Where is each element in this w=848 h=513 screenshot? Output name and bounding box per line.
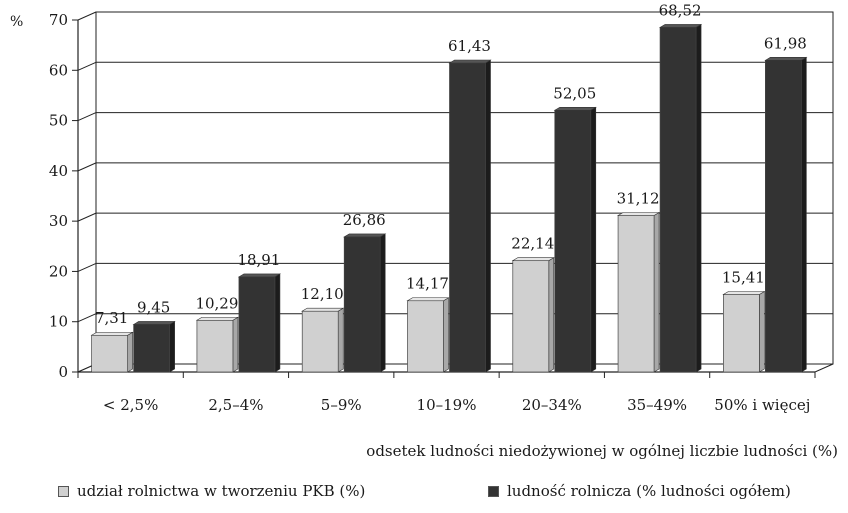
bar-side-pkb bbox=[337, 307, 344, 373]
bar-chart: % 0 10 20 30 40 50 60 70 < 2,5% 2,5–4% 5–9% 10–19% 2… bbox=[10, 1, 834, 414]
y-tick-label: 40 bbox=[49, 162, 68, 180]
y-tick-label: 50 bbox=[49, 112, 68, 130]
bar-ludnosc bbox=[449, 62, 486, 373]
bar-top-pkb bbox=[90, 331, 134, 336]
data-label: 9,45 bbox=[137, 298, 170, 316]
bar-side-pkb bbox=[653, 211, 660, 373]
bar-side-ludnosc bbox=[485, 59, 491, 373]
bar-pkb bbox=[617, 215, 655, 373]
bar-top-pkb bbox=[406, 297, 450, 302]
y-tick-label: 20 bbox=[49, 262, 68, 280]
bar-side-pkb bbox=[127, 331, 133, 373]
data-label: 22,14 bbox=[511, 235, 554, 253]
bar-ludnosc bbox=[133, 324, 170, 373]
gridline-depth bbox=[77, 61, 97, 71]
bar-side-ludnosc bbox=[274, 273, 281, 373]
y-tick-label: 60 bbox=[49, 61, 68, 79]
bar-top-ludnosc bbox=[658, 24, 703, 28]
x-category-label: < 2,5% bbox=[103, 396, 158, 414]
bar-ludnosc bbox=[765, 59, 802, 373]
data-label: 61,98 bbox=[764, 34, 807, 52]
y-tick-label: 0 bbox=[58, 363, 68, 381]
x-category-label: 35–49% bbox=[627, 396, 687, 414]
x-axis-title: odsetek ludności niedożywionej w ogólnej… bbox=[366, 442, 838, 460]
data-label: 12,10 bbox=[301, 285, 344, 303]
gridline-depth bbox=[77, 112, 97, 122]
y-tick-label: 70 bbox=[49, 11, 68, 29]
bar-side-ludnosc bbox=[695, 23, 702, 373]
bar-top-ludnosc bbox=[343, 233, 387, 238]
bar-pkb bbox=[723, 294, 760, 373]
bar-top-ludnosc bbox=[764, 57, 808, 61]
gridline-depth bbox=[77, 262, 97, 272]
x-category-label: 20–34% bbox=[522, 396, 582, 414]
bar-top-pkb bbox=[511, 257, 555, 261]
legend-item-ludnosc: ludność rolnicza (% ludności ogółem) bbox=[488, 482, 791, 500]
data-label: 26,86 bbox=[343, 211, 386, 229]
gridline-depth bbox=[77, 313, 97, 323]
data-label: 31,12 bbox=[617, 190, 660, 208]
bar-pkb bbox=[512, 260, 550, 373]
bar-side-pkb bbox=[232, 316, 239, 373]
bar-pkb bbox=[301, 310, 339, 373]
bar-side-pkb bbox=[759, 290, 765, 373]
bar-side-ludnosc bbox=[379, 233, 386, 373]
data-label: 15,41 bbox=[722, 269, 765, 287]
bar-pkb bbox=[407, 300, 444, 373]
bar-top-pkb bbox=[616, 212, 661, 216]
bar-side-pkb bbox=[548, 257, 555, 373]
bar-side-ludnosc bbox=[169, 320, 175, 373]
bar-top-ludnosc bbox=[132, 321, 176, 325]
legend-label-pkb: udział rolnictwa w tworzeniu PKB (%) bbox=[77, 482, 366, 500]
x-category-label: 2,5–4% bbox=[208, 396, 263, 414]
gridline-depth bbox=[77, 11, 97, 21]
y-tick-label: 30 bbox=[49, 212, 68, 230]
bar-pkb bbox=[91, 334, 128, 373]
bar-top-pkb bbox=[722, 291, 766, 295]
bar-ludnosc bbox=[554, 109, 592, 373]
data-label: 52,05 bbox=[553, 84, 596, 102]
data-label: 14,17 bbox=[406, 275, 449, 293]
bar-ludnosc bbox=[343, 236, 381, 373]
x-category-label: 10–19% bbox=[417, 396, 477, 414]
data-label: 7,31 bbox=[95, 309, 128, 327]
y-axis-unit: % bbox=[10, 14, 23, 30]
bar-ludnosc bbox=[659, 27, 697, 373]
x-category-label: 50% i więcej bbox=[714, 396, 810, 414]
y-tick-label: 10 bbox=[49, 313, 68, 331]
legend-swatch-pkb bbox=[58, 485, 69, 497]
legend-item-pkb: udział rolnictwa w tworzeniu PKB (%) bbox=[58, 482, 365, 500]
gridline-depth bbox=[77, 162, 97, 172]
gridline-depth bbox=[77, 212, 97, 222]
legend-swatch-ludnosc bbox=[488, 485, 499, 497]
x-category-label: 5–9% bbox=[321, 396, 362, 414]
data-label: 68,52 bbox=[659, 1, 702, 19]
bar-top-ludnosc bbox=[448, 59, 492, 64]
bar-top-pkb bbox=[301, 307, 345, 312]
bar-top-ludnosc bbox=[553, 106, 597, 111]
bar-pkb bbox=[196, 319, 234, 373]
bar-side-ludnosc bbox=[590, 106, 597, 373]
data-label: 18,91 bbox=[237, 251, 280, 269]
bar-top-pkb bbox=[195, 316, 240, 321]
bar-side-ludnosc bbox=[801, 56, 807, 373]
legend-label-ludnosc: ludność rolnicza (% ludności ogółem) bbox=[507, 482, 791, 500]
data-label: 10,29 bbox=[195, 294, 238, 312]
bar-top-ludnosc bbox=[237, 273, 282, 278]
data-label: 61,43 bbox=[448, 37, 491, 55]
bar-ludnosc bbox=[238, 276, 276, 373]
bar-side-pkb bbox=[443, 297, 449, 373]
